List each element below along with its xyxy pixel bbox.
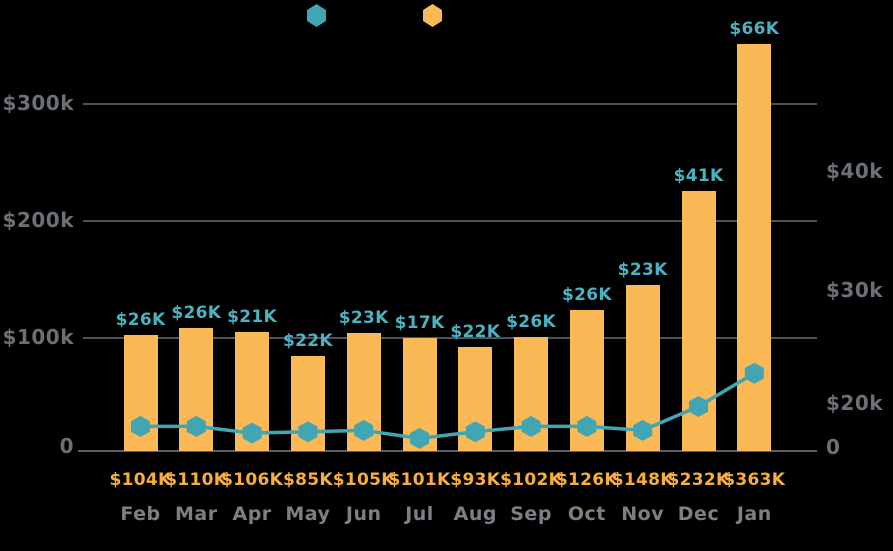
bar-value-label-feb: $104K bbox=[109, 470, 172, 490]
line-value-label-may: $22K bbox=[282, 331, 333, 351]
bar-value-label-sep: $102K bbox=[500, 470, 563, 490]
line-value-label-jan: $66K bbox=[729, 19, 780, 39]
legend-marker-line-icon[interactable] bbox=[307, 4, 326, 27]
y-axis-left-tick-300k: $300k bbox=[2, 91, 74, 115]
line-point-jan[interactable] bbox=[744, 362, 764, 384]
line-point-aug[interactable] bbox=[465, 421, 485, 443]
line-value-label-feb: $26K bbox=[115, 310, 166, 330]
y-axis-right-tick-20k: $20k bbox=[826, 391, 884, 415]
line-point-apr[interactable] bbox=[242, 422, 262, 444]
x-axis-label-dec: Dec bbox=[677, 503, 720, 525]
line-value-label-dec: $41K bbox=[673, 166, 724, 186]
x-axis-label-jan: Jan bbox=[736, 503, 772, 525]
line-value-label-mar: $26K bbox=[171, 303, 222, 323]
bar-value-label-aug: $93K bbox=[450, 470, 501, 490]
line-point-feb[interactable] bbox=[131, 415, 150, 437]
line-value-label-jul: $17K bbox=[394, 313, 445, 333]
line-value-label-jun: $23K bbox=[338, 308, 389, 328]
line-point-oct[interactable] bbox=[577, 415, 597, 437]
line-point-mar[interactable] bbox=[186, 415, 206, 437]
line-value-label-sep: $26K bbox=[506, 312, 557, 332]
gridline-300k bbox=[83, 103, 817, 105]
x-axis-label-oct: Oct bbox=[567, 503, 606, 525]
y-axis-right-tick-0: 0 bbox=[826, 435, 841, 459]
y-axis-right-tick-30k: $30k bbox=[826, 278, 884, 302]
bar-value-label-mar: $110K bbox=[165, 470, 228, 490]
legend-marker-bars-icon[interactable] bbox=[423, 4, 442, 27]
gridline-200k bbox=[83, 220, 817, 222]
y-axis-left-tick-100k: $100k bbox=[2, 325, 74, 349]
line-value-label-nov: $23K bbox=[617, 260, 668, 280]
gridline-100k bbox=[83, 337, 817, 339]
bar-value-label-oct: $126K bbox=[555, 470, 618, 490]
x-axis-baseline bbox=[78, 450, 817, 452]
x-axis-label-mar: Mar bbox=[174, 503, 218, 525]
x-axis-label-feb: Feb bbox=[120, 503, 161, 525]
line-point-dec[interactable] bbox=[689, 396, 708, 417]
bar-value-label-nov: $148K bbox=[611, 470, 674, 490]
x-axis-label-apr: Apr bbox=[232, 503, 272, 525]
line-point-jun[interactable] bbox=[354, 419, 374, 441]
bar-value-label-may: $85K bbox=[282, 470, 333, 490]
bar-value-label-jun: $105K bbox=[332, 470, 395, 490]
y-axis-right-tick-40k: $40k bbox=[826, 159, 884, 183]
line-series-path[interactable] bbox=[140, 371, 756, 441]
x-axis-label-may: May bbox=[285, 503, 331, 525]
x-axis-label-jul: Jul bbox=[405, 503, 434, 525]
bar-value-label-jul: $101K bbox=[388, 470, 451, 490]
line-point-nov[interactable] bbox=[633, 419, 653, 441]
x-axis-label-jun: Jun bbox=[345, 503, 382, 525]
line-point-may[interactable] bbox=[298, 421, 318, 443]
y-axis-left-tick-200k: $200k bbox=[2, 208, 74, 232]
line-point-sep[interactable] bbox=[521, 415, 541, 437]
line-value-label-oct: $26K bbox=[561, 285, 612, 305]
y-axis-left-tick-0: 0 bbox=[59, 434, 74, 458]
bar-value-label-dec: $232K bbox=[667, 470, 730, 490]
line-value-label-aug: $22K bbox=[450, 322, 501, 342]
x-axis-label-sep: Sep bbox=[510, 503, 552, 525]
bar-value-label-apr: $106K bbox=[221, 470, 284, 490]
line-point-jul[interactable] bbox=[410, 427, 429, 449]
bar-value-label-jan: $363K bbox=[723, 470, 786, 490]
legend bbox=[0, 0, 893, 32]
x-axis-label-nov: Nov bbox=[621, 503, 665, 525]
line-value-label-apr: $21K bbox=[227, 307, 278, 327]
x-axis-label-aug: Aug bbox=[453, 503, 497, 525]
